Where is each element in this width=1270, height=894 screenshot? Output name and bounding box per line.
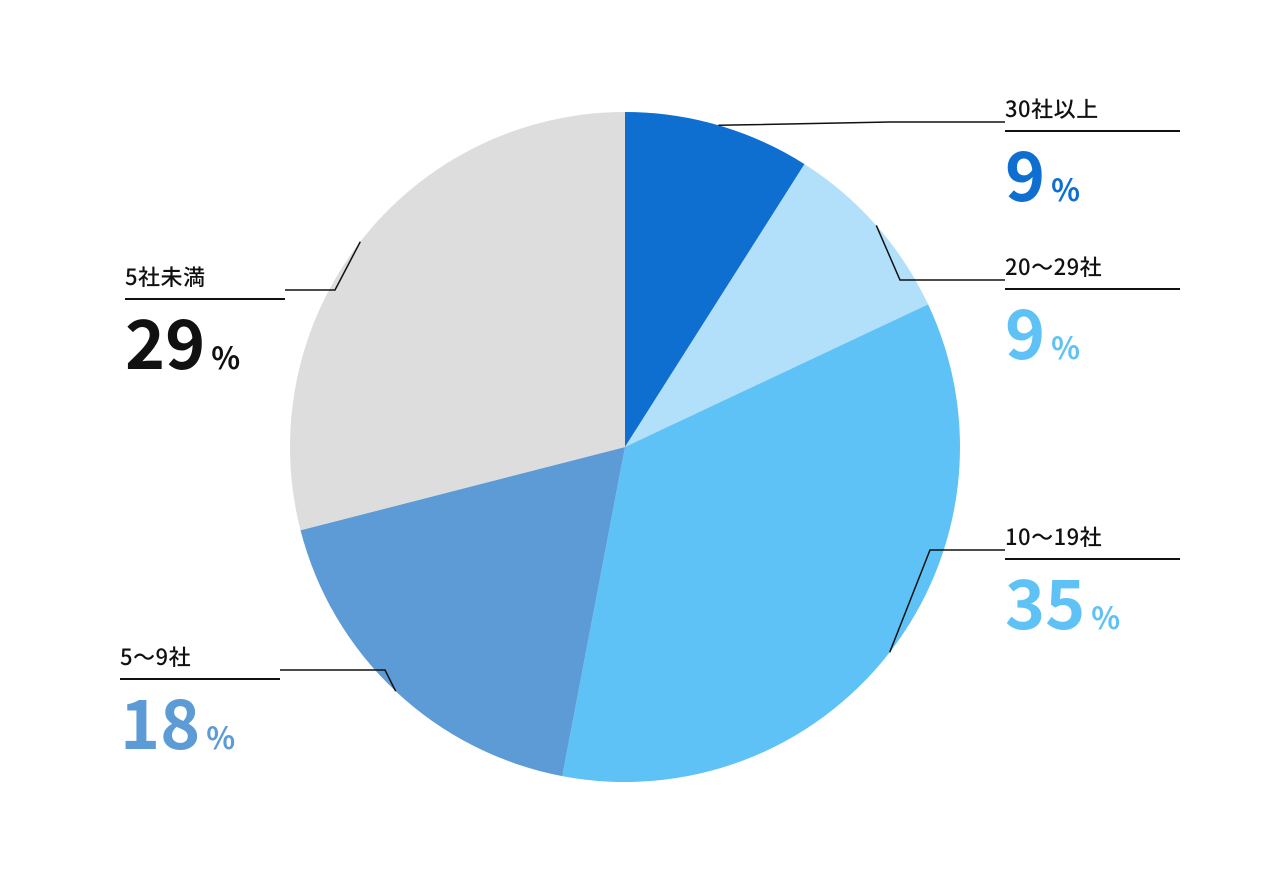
percent-sign: % xyxy=(211,334,240,378)
value-number: 9 xyxy=(1005,296,1045,364)
percent-sign: % xyxy=(1051,166,1080,210)
value-row: 9% xyxy=(1005,138,1180,210)
percent-sign: % xyxy=(1091,594,1120,638)
value-number: 9 xyxy=(1005,138,1045,206)
slice-lt5-label: 5社未満29% xyxy=(125,260,285,378)
slice-30plus-leader xyxy=(718,122,1005,125)
slice-10-19-label: 10〜19社35% xyxy=(1005,520,1180,638)
value-number: 29 xyxy=(125,306,205,374)
percent-sign: % xyxy=(206,714,235,758)
value-row: 29% xyxy=(125,306,285,378)
value-row: 18% xyxy=(120,686,280,758)
value-row: 35% xyxy=(1005,566,1180,638)
slice-20-29-label: 20〜29社9% xyxy=(1005,250,1180,368)
slice-30plus-label: 30社以上9% xyxy=(1005,92,1180,210)
value-row: 9% xyxy=(1005,296,1180,368)
value-number: 18 xyxy=(120,686,200,754)
value-number: 35 xyxy=(1005,566,1085,634)
percent-sign: % xyxy=(1051,324,1080,368)
slice-5-9-label: 5〜9社18% xyxy=(120,640,280,758)
